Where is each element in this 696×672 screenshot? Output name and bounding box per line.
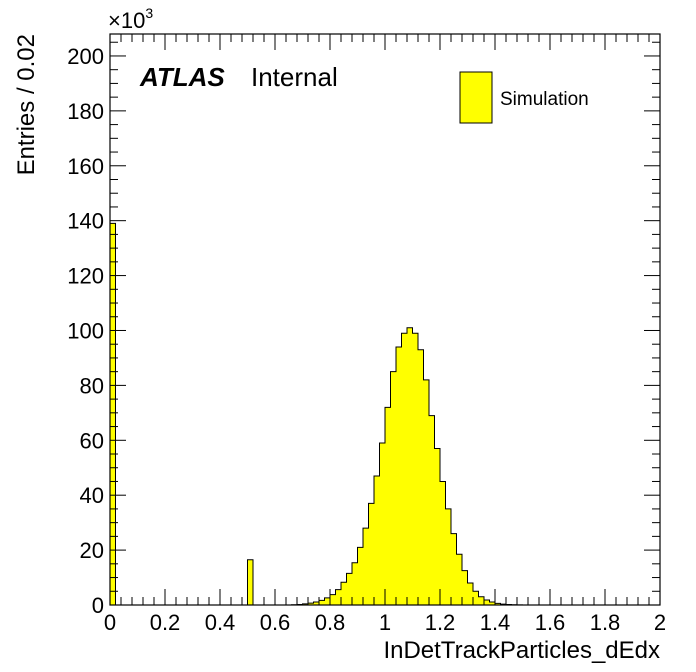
hist-bar <box>247 559 253 605</box>
y-multiplier: ×103 <box>108 5 153 33</box>
hist-bar <box>110 223 116 605</box>
hist-bar <box>363 528 369 605</box>
hist-bar <box>368 503 374 605</box>
x-tick-label: 1.8 <box>590 610 621 635</box>
y-tick-label: 100 <box>67 318 104 343</box>
x-tick-label: 1.2 <box>425 610 456 635</box>
legend: Simulation <box>459 71 589 124</box>
hist-bar <box>335 589 341 605</box>
x-tick-label: 0.8 <box>315 610 346 635</box>
x-axis-title: InDetTrackParticles_dEdx <box>383 637 660 664</box>
hist-bar <box>462 570 468 605</box>
hist-bar <box>313 601 319 605</box>
y-axis-title: Entries / 0.02 <box>13 34 40 175</box>
hist-bar <box>385 407 391 605</box>
x-tick-label: 0.6 <box>260 610 291 635</box>
hist-bar <box>379 443 385 605</box>
legend-label: Simulation <box>500 89 589 110</box>
hist-bar <box>412 333 418 605</box>
internal-label: Internal <box>251 62 338 92</box>
x-tick-label: 0.4 <box>205 610 236 635</box>
hist-bar <box>390 371 396 605</box>
hist-bar <box>407 327 413 605</box>
hist-bar <box>429 415 435 605</box>
y-tick-label: 180 <box>67 99 104 124</box>
y-tick-label: 80 <box>80 373 104 398</box>
hist-bar <box>341 582 347 605</box>
hist-bar <box>396 346 402 605</box>
atlas-label: ATLAS <box>139 62 225 92</box>
hist-bar <box>374 475 380 605</box>
y-tick-label: 120 <box>67 264 104 289</box>
y-tick-label: 20 <box>80 538 104 563</box>
y-tick-label: 0 <box>92 593 104 618</box>
hist-bar <box>495 603 501 605</box>
y-tick-label: 200 <box>67 44 104 69</box>
hist-bar <box>467 583 473 605</box>
legend-swatch <box>459 71 493 124</box>
hist-bar <box>352 562 358 605</box>
x-tick-label: 1 <box>379 610 391 635</box>
hist-bar <box>308 603 314 605</box>
hist-bar <box>434 448 440 605</box>
hist-bar <box>489 601 495 605</box>
hist-bar <box>451 533 457 605</box>
hist-bar <box>423 379 429 605</box>
y-tick-label: 140 <box>67 209 104 234</box>
x-tick-label: 1.4 <box>480 610 511 635</box>
y-tick-label: 40 <box>80 483 104 508</box>
hist-bar <box>401 333 407 605</box>
hist-bar <box>330 594 336 605</box>
plot-frame <box>109 33 661 606</box>
hist-bar <box>418 349 424 605</box>
hist-bar <box>357 547 363 605</box>
x-ticks-layer: 0 0.2 0.4 0.6 0.8 1 1.2 1.4 1.6 1.8 2 <box>104 34 666 635</box>
hist-bar <box>484 600 490 605</box>
x-tick-label: 2 <box>654 610 666 635</box>
hist-bar <box>319 600 325 605</box>
y-tick-label: 160 <box>67 154 104 179</box>
hist-bar <box>478 596 484 605</box>
y-ticks-layer: 0 20 40 60 80 100 120 140 160 180 200 <box>67 41 660 618</box>
hist-bar <box>473 591 479 605</box>
hist-bars-layer <box>109 222 660 606</box>
hist-bar <box>445 508 451 605</box>
x-tick-label: 1.6 <box>535 610 566 635</box>
x-tick-label: 0 <box>104 610 116 635</box>
x-tick-label: 0.2 <box>150 610 181 635</box>
hist-bar <box>324 597 330 605</box>
hist-bar <box>346 573 352 605</box>
y-tick-label: 60 <box>80 428 104 453</box>
hist-bar <box>456 554 462 605</box>
hist-bar <box>440 481 446 605</box>
